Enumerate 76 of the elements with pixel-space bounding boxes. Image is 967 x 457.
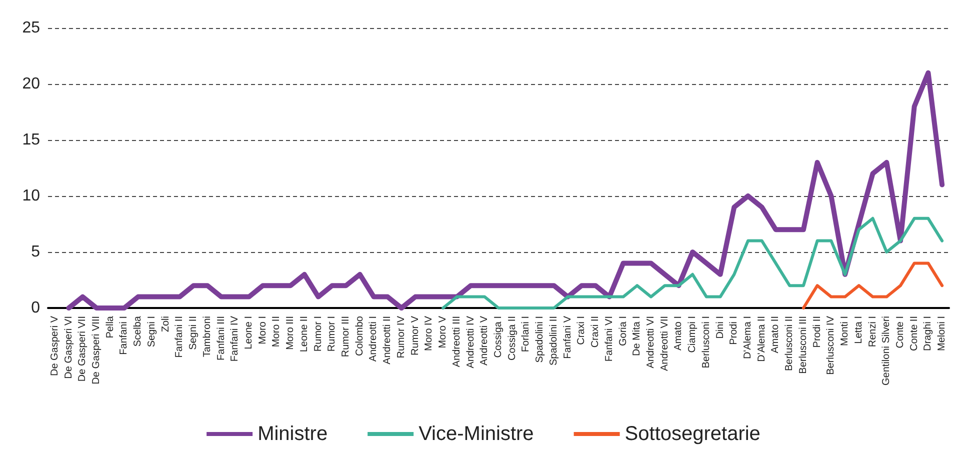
x-tick-label: Prodi II: [812, 316, 823, 348]
x-tick-label: Andreotti II: [382, 316, 394, 364]
x-tick-label: Spadolini I: [534, 316, 546, 363]
x-tick-label: De Mita I: [632, 316, 643, 356]
x-tick-label: Berlusconi I: [700, 316, 712, 368]
x-tick-label: D'Alema I: [742, 316, 754, 360]
x-tick-label: Rumor I: [312, 316, 324, 352]
x-tick-label: Craxi II: [590, 316, 602, 348]
x-tick-label: Rumor I: [326, 316, 338, 352]
x-tick-label: Spadolini II: [548, 316, 560, 366]
x-tick-label: Fanfani III: [216, 316, 227, 360]
x-tick-label: Pella: [104, 316, 116, 338]
x-tick-label: Andreotti I: [368, 316, 380, 362]
x-tick-label: Moro I: [257, 316, 268, 344]
x-tick-label: Letta I: [853, 316, 864, 344]
x-tick-label: Moro IV: [424, 316, 435, 352]
x-tick-label: Rumor V: [410, 316, 421, 356]
y-tick-label: 10: [22, 188, 40, 204]
x-tick-label: De Gasperi VII: [77, 316, 88, 382]
x-tick-label: Amato I: [673, 316, 684, 350]
x-tick-label: Prodi I: [728, 316, 740, 345]
y-tick-label: 20: [22, 76, 40, 92]
x-tick-label: Fanfani VI: [604, 316, 615, 362]
x-tick-label: Segni II: [188, 316, 200, 350]
x-tick-label: Fanfani II: [174, 316, 186, 358]
x-tick-label: Gentiloni Silveri: [881, 316, 892, 386]
legend-label: Sottosegretarie: [624, 423, 760, 445]
x-tick-label: De Gasperi VIII: [91, 316, 102, 384]
x-tick-label: Ciampi I: [687, 316, 698, 353]
x-tick-label: Fanfani V: [562, 316, 574, 359]
x-tick-label: Renzi I: [867, 316, 878, 348]
x-tick-label: Cossiga I: [493, 316, 504, 358]
x-tick-label: Moro III: [285, 316, 296, 350]
x-tick-label: Leone I: [243, 316, 254, 350]
y-tick-label: 15: [22, 132, 40, 148]
x-tick-label: Andreotti IV: [465, 316, 476, 368]
x-tick-label: Zoli: [160, 316, 172, 332]
x-tick-label: Forlani I: [520, 316, 532, 352]
y-tick-label: 5: [31, 244, 40, 260]
x-tick-label: Leone II: [298, 316, 310, 352]
legend-label: Ministre: [258, 423, 328, 445]
x-tick-label: Draghi I: [922, 316, 934, 352]
x-tick-label: Berlusconi IV: [826, 316, 837, 375]
x-tick-label: De Gasperi V: [49, 316, 60, 376]
x-tick-label: Craxi I: [576, 316, 588, 345]
legend-label: Vice-Ministre: [418, 423, 534, 445]
y-tick-label: 25: [22, 20, 40, 36]
x-tick-label: Andreotti VI: [645, 316, 656, 368]
x-tick-label: Amato II: [770, 316, 782, 354]
x-tick-label: Moro II: [271, 316, 282, 348]
x-tick-label: Segni I: [146, 316, 158, 348]
line-series: [442, 216, 944, 310]
x-tick-label: Andreotti VII: [659, 316, 670, 372]
x-tick-label: Meloni I: [936, 316, 948, 352]
x-tick-label: Colombo: [354, 316, 366, 356]
x-tick-label: Berlusconi II: [784, 316, 796, 372]
x-tick-label: Andreotti III: [451, 316, 462, 368]
x-tick-label: Dini I: [714, 316, 726, 339]
x-tick-label: De Gasperi VI: [63, 316, 74, 379]
x-tick-label: Monti I: [840, 316, 851, 346]
x-tick-label: Cossiga II: [506, 316, 518, 360]
x-tick-label: Rumor IV: [396, 316, 407, 358]
x-tick-label: Conte II: [908, 316, 920, 352]
x-tick-label: Scelba: [132, 316, 144, 347]
x-tick-label: Conte I: [894, 316, 906, 348]
x-tick-label: Moro V: [438, 316, 449, 348]
x-tick-label: Berlusconi III: [798, 316, 809, 374]
x-tick-label: Tambroni: [202, 316, 213, 358]
x-tick-label: Goria I: [618, 316, 629, 346]
x-tick-label: D'Alema II: [756, 316, 768, 362]
x-tick-label: Fanfani IV: [230, 316, 241, 362]
x-tick-label: Fanfani I: [118, 316, 130, 355]
y-tick-label: 0: [31, 300, 40, 316]
x-tick-label: Rumor III: [340, 316, 352, 358]
x-tick-label: Andreotti V: [479, 316, 490, 366]
line-series: [802, 262, 944, 310]
